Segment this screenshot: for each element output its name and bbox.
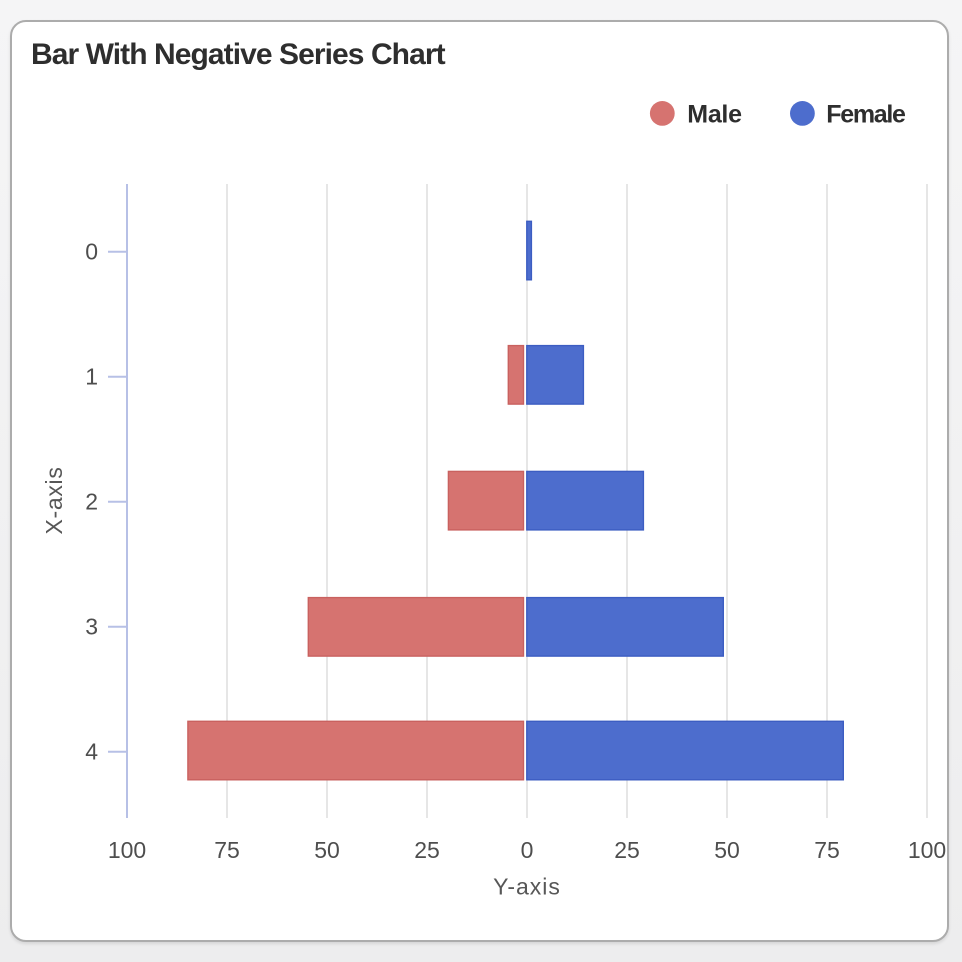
svg-text:1: 1 bbox=[85, 363, 98, 389]
svg-text:X-axis: X-axis bbox=[41, 466, 67, 534]
svg-text:3: 3 bbox=[85, 613, 98, 639]
svg-text:25: 25 bbox=[614, 837, 640, 863]
svg-text:Male: Male bbox=[687, 101, 742, 129]
svg-text:100: 100 bbox=[908, 837, 946, 863]
svg-text:0: 0 bbox=[521, 837, 534, 863]
svg-text:Bar With Negative Series Chart: Bar With Negative Series Chart bbox=[31, 38, 446, 71]
svg-text:Female: Female bbox=[826, 101, 906, 129]
svg-text:0: 0 bbox=[85, 238, 98, 264]
svg-text:4: 4 bbox=[85, 738, 98, 764]
svg-text:100: 100 bbox=[108, 837, 146, 863]
svg-text:2: 2 bbox=[85, 488, 98, 514]
svg-text:75: 75 bbox=[214, 837, 240, 863]
svg-text:Y-axis: Y-axis bbox=[493, 873, 561, 899]
svg-text:50: 50 bbox=[714, 837, 740, 863]
svg-text:75: 75 bbox=[814, 837, 840, 863]
svg-text:50: 50 bbox=[314, 837, 340, 863]
svg-text:25: 25 bbox=[414, 837, 440, 863]
